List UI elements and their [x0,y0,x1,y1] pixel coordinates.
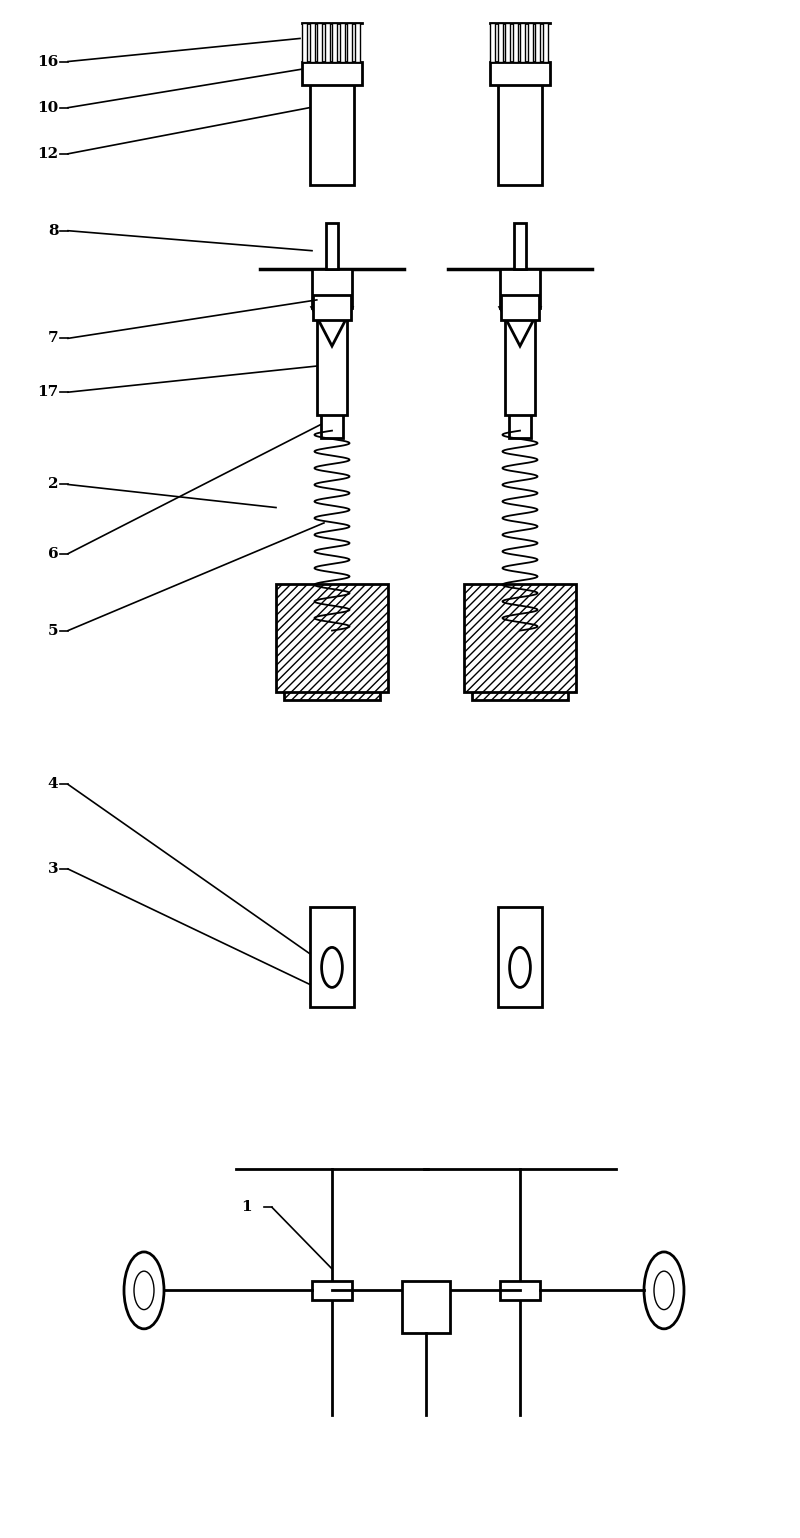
Bar [500,269,540,308]
Bar [505,308,535,415]
Bar [505,23,510,62]
Bar [310,77,354,185]
Polygon shape [500,308,540,346]
Bar [312,1281,352,1300]
Text: 7: 7 [48,331,58,346]
Text: 17: 17 [37,384,58,400]
Polygon shape [312,308,352,346]
Bar [284,623,380,700]
Text: 3: 3 [48,861,58,877]
Bar [317,23,322,62]
Bar [498,77,542,185]
Text: 12: 12 [38,146,58,161]
Bar [509,411,531,438]
Bar [347,23,352,62]
Bar [464,584,576,692]
Bar [302,62,362,85]
Bar [354,23,360,62]
Bar [302,23,307,62]
Bar [325,23,330,62]
Bar [402,1281,450,1333]
Bar [313,295,351,320]
Bar [527,23,533,62]
Bar [332,23,338,62]
Bar [501,295,539,320]
Bar [472,623,568,700]
Text: 8: 8 [48,223,58,238]
Bar [498,23,502,62]
Bar [513,23,518,62]
Text: 1: 1 [242,1200,252,1215]
Bar [326,223,338,269]
Bar [276,584,388,692]
Bar [498,907,542,1007]
Text: 10: 10 [37,100,58,115]
Text: 4: 4 [48,777,58,792]
Bar [310,907,354,1007]
Bar [542,23,548,62]
Bar [310,23,314,62]
Bar [312,269,352,308]
Text: 16: 16 [37,54,58,69]
Bar [514,223,526,269]
Text: 6: 6 [48,546,58,561]
Bar [339,23,345,62]
Bar [490,62,550,85]
Text: 5: 5 [48,623,58,638]
Bar [317,308,347,415]
Bar [490,23,495,62]
Text: 2: 2 [48,477,58,492]
Bar [500,1281,540,1300]
Bar [520,23,526,62]
Bar [321,411,343,438]
Bar [535,23,540,62]
